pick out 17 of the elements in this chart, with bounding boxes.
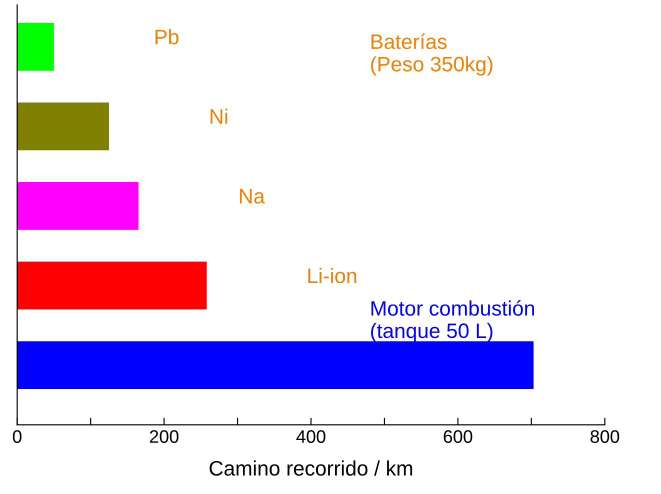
x-tick-label: 400 bbox=[296, 430, 326, 443]
bar bbox=[17, 262, 207, 310]
x-tick-label: 800 bbox=[590, 430, 620, 443]
annotation: Motor combustión (tanque 50 L) bbox=[371, 300, 534, 342]
bar bbox=[17, 102, 110, 150]
y-tick-label: Li-ion bbox=[308, 268, 356, 284]
y-tick-label: Na bbox=[240, 189, 265, 204]
bar bbox=[17, 341, 534, 390]
annotation: Baterías (Peso 350kg) bbox=[371, 34, 492, 76]
y-tick-label: Ni bbox=[210, 108, 228, 124]
x-tick-label: 600 bbox=[444, 430, 472, 443]
x-tick-label: 200 bbox=[150, 430, 178, 443]
bar bbox=[17, 182, 138, 230]
x-tick-label: 0 bbox=[12, 430, 22, 443]
bar bbox=[17, 22, 54, 71]
x-axis-title: Camino recorrido / km bbox=[210, 460, 412, 476]
y-tick-label: Pb bbox=[156, 29, 178, 44]
